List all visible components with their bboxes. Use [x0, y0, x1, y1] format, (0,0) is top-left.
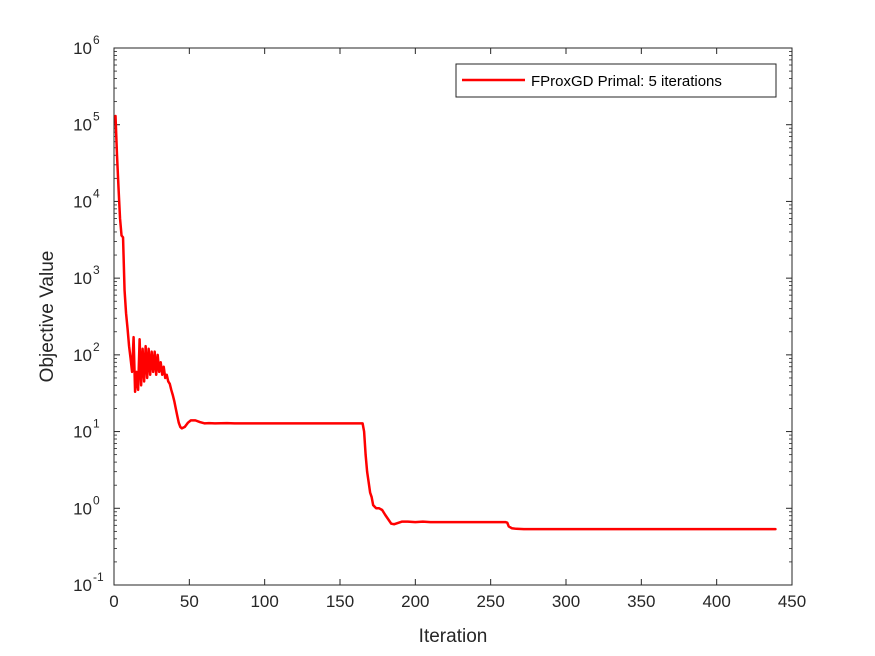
- x-tick-label: 0: [109, 592, 118, 611]
- y-tick-label: 10: [73, 346, 92, 365]
- y-tick-label: 10: [73, 192, 92, 211]
- x-tick-label: 250: [476, 592, 504, 611]
- y-tick-label: 10: [73, 576, 92, 595]
- x-tick-label: 400: [702, 592, 730, 611]
- x-tick-label: 150: [326, 592, 354, 611]
- y-tick-exponent: 4: [93, 186, 100, 200]
- x-tick-label: 100: [250, 592, 278, 611]
- x-axis-ticks: 0 50 100 150 200 250 300 350 400 450: [109, 48, 806, 611]
- y-tick-exponent: 0: [93, 493, 100, 507]
- y-tick-label: 10: [73, 116, 92, 135]
- x-tick-label: 300: [552, 592, 580, 611]
- x-tick-label: 350: [627, 592, 655, 611]
- x-tick-label: 450: [778, 592, 806, 611]
- y-tick-exponent: -1: [93, 570, 104, 584]
- y-tick-exponent: 3: [93, 263, 100, 277]
- y-tick-label: 10: [73, 423, 92, 442]
- x-tick-label: 200: [401, 592, 429, 611]
- y-tick-exponent: 6: [93, 33, 100, 47]
- x-tick-label: 50: [180, 592, 199, 611]
- y-tick-label: 10: [73, 499, 92, 518]
- y-axis-label: Objective Value: [37, 251, 58, 383]
- y-tick-exponent: 5: [93, 110, 100, 124]
- y-tick-exponent: 2: [93, 340, 100, 354]
- y-tick-label: 10: [73, 269, 92, 288]
- series-line: [114, 114, 777, 531]
- y-tick-exponent: 1: [93, 417, 100, 431]
- y-tick-label: 10: [73, 39, 92, 58]
- legend: FProxGD Primal: 5 iterations: [455, 63, 777, 98]
- x-axis-label: Iteration: [419, 626, 488, 647]
- axes-box: [113, 47, 793, 586]
- legend-label: FProxGD Primal: 5 iterations: [531, 73, 722, 90]
